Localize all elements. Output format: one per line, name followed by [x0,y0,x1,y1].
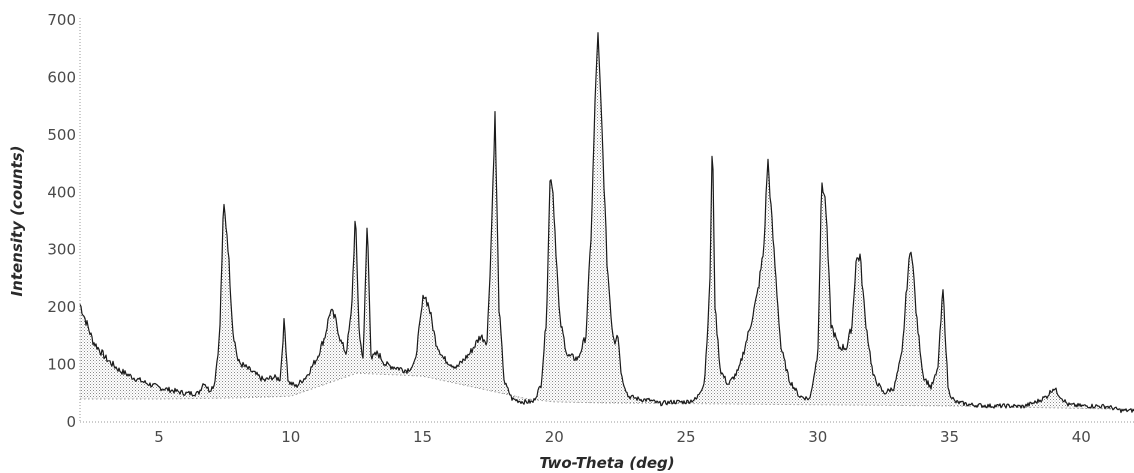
x-tick-label: 35 [940,428,959,446]
x-tick-label: 40 [1072,428,1091,446]
x-tick-label: 10 [281,428,300,446]
x-tick-label: 5 [154,428,164,446]
x-tick-label: 15 [413,428,432,446]
y-axis-title: Intensity (counts) [8,146,26,297]
x-tick-label: 20 [545,428,564,446]
y-tick-label: 700 [47,11,76,29]
pattern-series-line [79,32,1134,414]
y-tick-label: 100 [47,356,76,374]
y-tick-label: 200 [47,298,76,316]
plot-area [79,32,1134,414]
y-tick-label: 500 [47,126,76,144]
y-tick-label: 600 [47,68,76,86]
x-tick-label: 30 [808,428,827,446]
y-tick-label: 0 [66,413,76,431]
x-tick-label: 25 [677,428,696,446]
y-tick-labels: 0 100 200 300 400 500 600 700 [47,11,76,431]
x-tick-labels: 5 10 15 20 25 30 35 40 [154,428,1091,446]
y-tick-label: 300 [47,241,76,259]
pattern-area-fill [80,32,1134,413]
x-axis-title: Two-Theta (deg) [539,454,674,472]
y-tick-label: 400 [47,183,76,201]
